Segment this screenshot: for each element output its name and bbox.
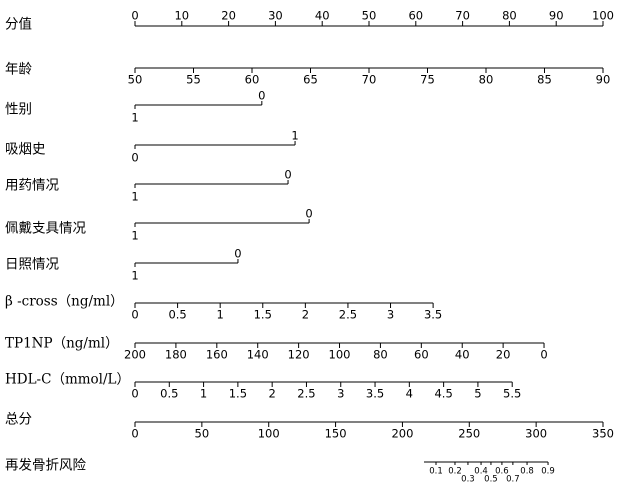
tick-label: 180 [165, 348, 187, 362]
row-label: 日照情况 [5, 257, 59, 273]
tick-label: 90 [596, 73, 611, 87]
risk-label: 0.7 [506, 475, 520, 485]
level-label: 1 [291, 129, 298, 143]
tick-label: 1 [217, 308, 224, 322]
tick-label: 100 [258, 427, 280, 441]
tick-label: 85 [537, 73, 552, 87]
row-label: TP1NP（ng/ml） [5, 336, 119, 352]
tick-label: 2 [302, 308, 309, 322]
tick-label: 50 [128, 73, 143, 87]
tick-label: 10 [174, 9, 189, 23]
row-label: 分值 [5, 17, 32, 33]
tick-label: 30 [268, 9, 283, 23]
tick-label: 50 [195, 427, 210, 441]
tick-label: 1.5 [229, 387, 247, 401]
row-label: 佩戴支具情况 [5, 221, 86, 237]
tick-label: 20 [496, 348, 511, 362]
tick-label: 150 [325, 427, 347, 441]
tick-label: 350 [592, 427, 614, 441]
tick-label: 80 [502, 9, 517, 23]
tick-label: 1.5 [254, 308, 272, 322]
level-label: 0 [258, 89, 265, 103]
risk-label: 0.4 [474, 467, 488, 477]
row-label: 年龄 [5, 62, 32, 78]
tick-label: 75 [420, 73, 435, 87]
tick-label: 120 [288, 348, 310, 362]
tick-label: 0.5 [168, 308, 186, 322]
tick-label: 80 [373, 348, 388, 362]
level-label: 0 [284, 168, 291, 182]
level-label: 0 [234, 247, 241, 261]
tick-label: 200 [391, 427, 413, 441]
row-label: 用药情况 [5, 178, 59, 194]
level-label: 1 [131, 269, 138, 283]
row-label: 吸烟史 [5, 142, 46, 158]
tick-label: 100 [329, 348, 351, 362]
row-label: 再发骨折风险 [5, 458, 86, 474]
row-label: β -cross（ng/ml） [5, 294, 124, 310]
tick-label: 90 [549, 9, 564, 23]
tick-label: 50 [362, 9, 377, 23]
tick-label: 2.5 [339, 308, 357, 322]
row-label: 性别 [5, 102, 32, 118]
tick-label: 5 [474, 387, 481, 401]
level-label: 0 [131, 151, 138, 165]
tick-label: 200 [124, 348, 146, 362]
tick-label: 3 [337, 387, 344, 401]
level-label: 0 [305, 207, 312, 221]
tick-label: 0 [131, 427, 138, 441]
tick-label: 3.5 [424, 308, 442, 322]
tick-label: 0 [131, 9, 138, 23]
tick-label: 0 [540, 348, 547, 362]
tick-label: 2.5 [297, 387, 315, 401]
tick-label: 55 [186, 73, 201, 87]
tick-label: 70 [362, 73, 377, 87]
tick-label: 0.5 [160, 387, 178, 401]
tick-label: 40 [455, 348, 470, 362]
tick-label: 140 [247, 348, 269, 362]
tick-label: 40 [315, 9, 330, 23]
tick-label: 60 [414, 348, 429, 362]
risk-label: 0.8 [520, 467, 534, 477]
level-label: 1 [131, 190, 138, 204]
tick-label: 1 [200, 387, 207, 401]
tick-label: 4 [406, 387, 413, 401]
risk-label: 0.6 [495, 467, 509, 477]
tick-label: 5.5 [503, 387, 521, 401]
tick-label: 2 [269, 387, 276, 401]
risk-label: 0.5 [484, 475, 498, 485]
risk-label: 0.9 [541, 467, 555, 477]
level-label: 1 [131, 111, 138, 125]
tick-label: 65 [303, 73, 318, 87]
risk-label: 0.1 [429, 467, 443, 477]
tick-label: 20 [221, 9, 236, 23]
tick-label: 100 [592, 9, 614, 23]
row-label: 总分 [5, 412, 32, 428]
row-label: HDL-C（mmol/L） [5, 372, 130, 388]
tick-label: 60 [245, 73, 260, 87]
level-label: 1 [131, 229, 138, 243]
tick-label: 70 [455, 9, 470, 23]
risk-label: 0.2 [448, 467, 462, 477]
tick-label: 3.5 [366, 387, 384, 401]
tick-label: 3 [387, 308, 394, 322]
risk-label: 0.3 [461, 475, 475, 485]
tick-label: 250 [458, 427, 480, 441]
tick-label: 160 [206, 348, 228, 362]
tick-label: 80 [479, 73, 494, 87]
tick-label: 0 [131, 387, 138, 401]
tick-label: 4.5 [434, 387, 452, 401]
tick-label: 300 [525, 427, 547, 441]
tick-label: 0 [131, 308, 138, 322]
tick-label: 60 [408, 9, 423, 23]
